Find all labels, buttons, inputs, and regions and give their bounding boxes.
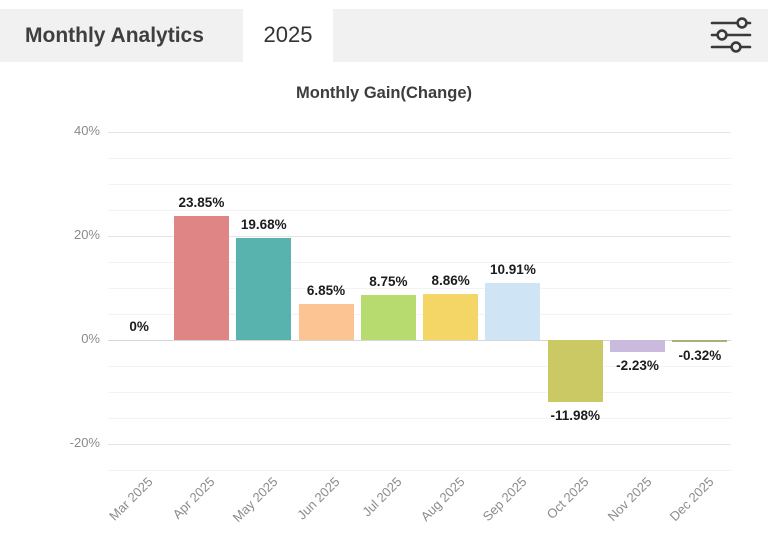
filter-button[interactable] (706, 15, 756, 57)
tab-2025-label: 2025 (263, 22, 313, 47)
bar-dec-2025[interactable] (672, 340, 728, 342)
top-strip (0, 0, 768, 9)
gridline (108, 184, 731, 185)
x-axis-label: Mar 2025 (106, 474, 156, 524)
bar-value-label: 19.68% (240, 216, 287, 232)
bar-value-label: 6.85% (306, 283, 346, 299)
y-axis-label: 20% (73, 227, 100, 242)
x-axis-label: Jun 2025 (294, 474, 343, 523)
bar-value-label: 10.91% (490, 262, 536, 278)
tab-2025[interactable]: 2025 (243, 9, 333, 67)
gridline (108, 210, 731, 211)
bar-jul-2025[interactable] (360, 294, 416, 340)
y-axis-label: 40% (73, 123, 100, 138)
x-axis-label: May 2025 (229, 474, 281, 525)
bar-value-label: 8.75% (369, 273, 408, 289)
bar-value-label: -0.32% (678, 347, 722, 363)
y-axis-label: -20% (69, 435, 100, 450)
gridline (108, 158, 731, 159)
gridline (108, 392, 731, 393)
bar-nov-2025[interactable] (610, 340, 666, 352)
bar-sep-2025[interactable] (485, 283, 541, 340)
gridline (108, 470, 731, 471)
bar-value-label: 0% (129, 319, 149, 334)
gridline (108, 444, 731, 445)
gridline (108, 314, 731, 315)
page-title: Monthly Analytics (25, 24, 204, 47)
gridline (108, 132, 731, 133)
bar-value-label: 8.86% (431, 272, 470, 288)
chart-title: Monthly Gain(Change) (296, 84, 472, 102)
bar-value-label: -2.23% (616, 357, 659, 373)
sliders-icon (709, 16, 753, 57)
bar-value-label: -11.98% (550, 408, 601, 424)
header (0, 9, 768, 62)
gridline (108, 418, 731, 419)
bar-may-2025[interactable] (236, 237, 292, 340)
bar-value-label: 23.85% (178, 195, 225, 210)
x-axis-label: Apr 2025 (170, 474, 219, 522)
gridline (108, 236, 731, 237)
bar-oct-2025[interactable] (547, 340, 603, 403)
x-axis-label: Dec 2025 (666, 474, 717, 524)
x-axis-label: Sep 2025 (479, 474, 530, 524)
x-axis-label: Oct 2025 (543, 474, 592, 522)
y-axis-label: 0% (81, 331, 100, 346)
gridline (108, 340, 731, 341)
gridline (108, 288, 731, 289)
gridline (108, 366, 731, 367)
x-axis-label: Nov 2025 (604, 474, 655, 524)
bar-aug-2025[interactable] (423, 293, 479, 340)
x-axis-label: Aug 2025 (417, 474, 468, 524)
x-axis-label: Jul 2025 (359, 474, 405, 520)
gridline (108, 262, 731, 263)
bar-apr-2025[interactable] (173, 216, 229, 340)
bar-jun-2025[interactable] (298, 304, 354, 340)
